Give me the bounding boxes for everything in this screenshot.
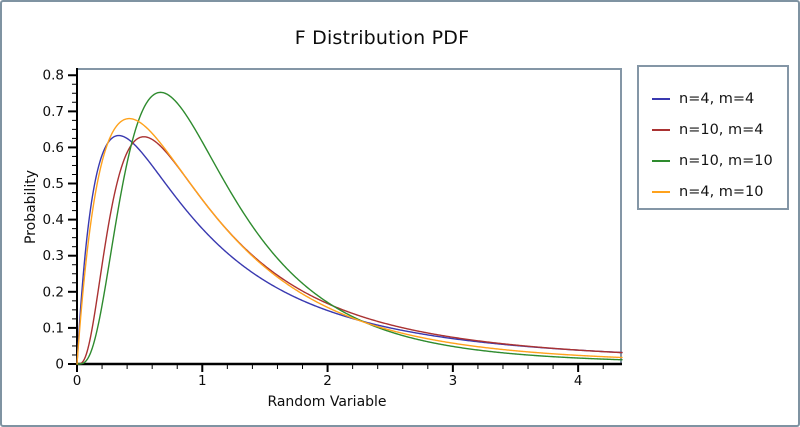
y-tick-label: 0.1 (43, 320, 64, 336)
series-curve-n-4-m-4 (76, 134, 623, 365)
y-tick-label: 0.7 (43, 104, 64, 120)
y-tick-label: 0.8 (43, 68, 64, 84)
series-curve-n-10-m-10 (76, 91, 623, 365)
y-axis-label: Probability (23, 170, 39, 245)
legend-label: n=10, m=4 (679, 121, 764, 138)
y-tick-label: 0.6 (43, 140, 64, 156)
series-curve-n-10-m-4 (76, 136, 623, 365)
legend-item: n=4, m=4 (639, 83, 787, 114)
legend-line-swatch (652, 159, 670, 162)
y-tick-label: 0.4 (43, 212, 64, 228)
legend-label: n=4, m=4 (679, 90, 755, 107)
series-curve-n-4-m-10 (76, 117, 623, 365)
legend-line-swatch (652, 190, 670, 193)
chart-title: F Distribution PDF (294, 27, 470, 49)
x-tick-label: 1 (198, 373, 207, 389)
x-tick-label: 3 (449, 373, 458, 389)
legend-line-swatch (652, 97, 670, 100)
x-tick-label: 2 (323, 373, 332, 389)
y-tick-label: 0 (55, 357, 64, 373)
y-tick-label: 0.3 (43, 248, 64, 264)
legend-label: n=4, m=10 (679, 183, 764, 200)
legend-line-swatch (652, 128, 670, 131)
legend-item: n=4, m=10 (639, 176, 787, 207)
legend-box: n=4, m=4 n=10, m=4 n=10, m=10 n=4, m=10 (637, 65, 789, 210)
x-tick-label: 4 (574, 373, 583, 389)
legend-item: n=10, m=10 (639, 145, 787, 176)
legend-item: n=10, m=4 (639, 114, 787, 145)
plot-frame (77, 68, 622, 364)
y-tick-label: 0.2 (43, 284, 64, 300)
legend-label: n=10, m=10 (679, 152, 773, 169)
x-axis-label: Random Variable (267, 394, 387, 410)
x-tick-label: 0 (73, 373, 82, 389)
y-tick-label: 0.5 (43, 176, 64, 192)
